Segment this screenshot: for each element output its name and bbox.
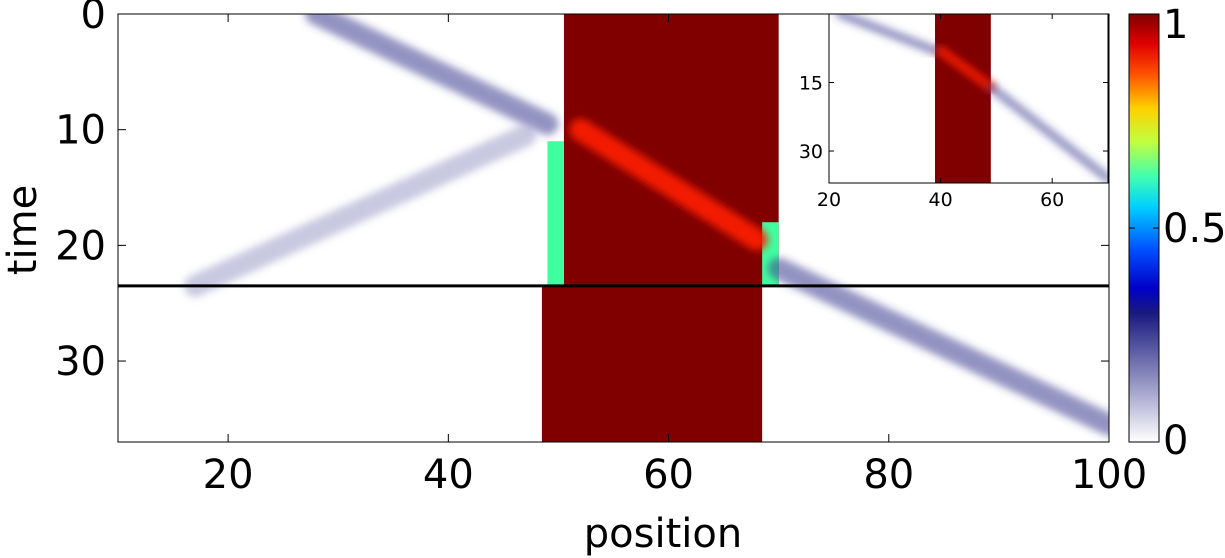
x-tick-label: 40 bbox=[929, 189, 953, 211]
heatmap-region bbox=[541, 285, 763, 442]
y-tick-label: 20 bbox=[55, 223, 106, 269]
heatmap-region bbox=[935, 14, 991, 183]
colorbar-tick-label: 1 bbox=[1163, 2, 1188, 48]
heatmap-streak bbox=[936, 46, 996, 92]
x-tick-label: 20 bbox=[203, 452, 254, 498]
x-axis-label: position bbox=[584, 511, 742, 557]
y-tick-label: 15 bbox=[799, 73, 823, 95]
inset-plot-frame bbox=[828, 13, 1109, 184]
x-tick-label: 40 bbox=[423, 452, 474, 498]
inset-heatmap: 20 40 60 15 30 bbox=[799, 13, 1109, 211]
y-axis-label: time bbox=[0, 185, 46, 275]
x-tick-label: 100 bbox=[1071, 452, 1147, 498]
x-tick-label: 80 bbox=[863, 452, 914, 498]
heatmap-streak bbox=[986, 82, 1108, 183]
x-tick-label: 60 bbox=[1040, 189, 1064, 211]
y-tick-label: 30 bbox=[799, 141, 823, 163]
x-tick-label: 20 bbox=[817, 189, 841, 211]
colorbar-tick-label: 0.5 bbox=[1163, 206, 1225, 252]
heatmap-streak bbox=[184, 124, 537, 297]
y-tick-label: 10 bbox=[55, 108, 106, 154]
heatmap-streak bbox=[569, 118, 768, 251]
heatmap-streak bbox=[305, 14, 559, 135]
heatmap-region bbox=[547, 141, 564, 286]
main-plot-frame bbox=[117, 13, 1110, 443]
colorbar: 00.51 bbox=[1128, 2, 1225, 464]
heatmap-streak bbox=[767, 257, 1109, 436]
x-tick-label: 60 bbox=[643, 452, 694, 498]
heatmap-streak bbox=[835, 14, 940, 56]
y-tick-label: 0 bbox=[81, 0, 106, 38]
colorbar-tick-label: 0 bbox=[1163, 418, 1188, 464]
y-tick-label: 30 bbox=[55, 339, 106, 385]
